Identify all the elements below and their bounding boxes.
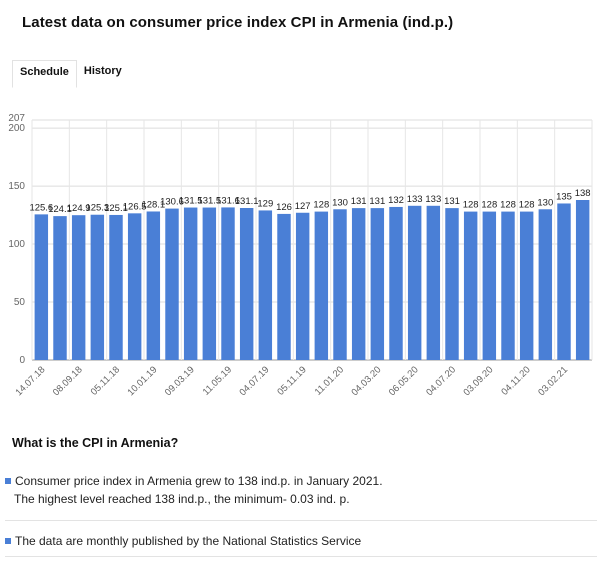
x-tick-label: 05.11.19	[275, 364, 308, 397]
info-text-growth: Consumer price index in Armenia grew to …	[15, 474, 383, 488]
data-label: 125.6	[29, 202, 53, 213]
bar	[519, 211, 534, 360]
bar	[277, 213, 291, 360]
data-label: 131	[351, 196, 367, 207]
x-tick-label: 09.03.19	[163, 364, 197, 398]
data-label: 131.5	[197, 196, 221, 207]
data-label: 131	[444, 196, 460, 207]
bar	[53, 216, 67, 360]
data-label: 126	[276, 202, 292, 213]
bar	[258, 210, 273, 360]
data-label: 124.9	[67, 203, 91, 214]
data-label: 126.5	[123, 201, 147, 212]
bar	[370, 208, 385, 360]
data-label: 130.6	[160, 197, 184, 208]
bar	[501, 211, 515, 360]
x-tick-label: 04.07.19	[238, 364, 272, 398]
bar	[482, 211, 497, 360]
info-item-source: The data are monthly published by the Na…	[5, 533, 361, 550]
data-label: 128	[481, 200, 497, 211]
bar	[407, 205, 422, 360]
bar	[202, 207, 217, 360]
data-label: 128	[500, 200, 516, 211]
bar	[109, 214, 123, 360]
bar	[239, 208, 254, 360]
x-tick-label: 06.05.20	[387, 364, 421, 398]
data-label: 124.1	[48, 204, 72, 215]
bullet-icon	[5, 538, 11, 544]
data-label: 131.5	[179, 196, 203, 207]
bar	[34, 214, 49, 360]
data-label: 133	[425, 194, 441, 205]
page-title: Latest data on consumer price index CPI …	[22, 14, 454, 31]
data-label: 129	[257, 198, 273, 209]
data-label: 125.1	[104, 203, 128, 214]
data-label: 127	[295, 201, 311, 212]
data-label: 131	[369, 196, 385, 207]
data-label: 135	[556, 191, 572, 202]
info-text-source: The data are monthly published by the Na…	[15, 534, 362, 548]
tab-bar: Schedule History	[12, 60, 129, 88]
bar	[146, 211, 161, 360]
x-tick-label: 04.03.20	[350, 364, 384, 398]
data-label: 128	[463, 200, 479, 211]
data-label: 128.1	[141, 199, 165, 210]
y-tick-label: 0	[19, 355, 25, 366]
bar	[389, 206, 403, 360]
tab-schedule[interactable]: Schedule	[12, 60, 77, 88]
bar	[314, 211, 329, 360]
data-label: 131.1	[235, 196, 259, 207]
info-item-growth: Consumer price index in Armenia grew to …	[5, 473, 383, 490]
info-item-range: The highest level reached 138 ind.p., th…	[14, 491, 350, 508]
x-tick-label: 11.05.19	[201, 364, 234, 397]
data-label: 128	[313, 200, 329, 211]
x-tick-label: 08.09.18	[51, 364, 85, 398]
divider	[5, 520, 597, 521]
bar	[165, 208, 179, 360]
data-label: 131.6	[216, 195, 240, 206]
y-tick-label: 200	[8, 123, 25, 134]
y-tick-label: 100	[8, 239, 25, 250]
bar	[538, 209, 553, 360]
tab-history[interactable]: History	[83, 65, 122, 77]
y-tick-label: 207	[8, 113, 25, 124]
data-label: 138	[575, 188, 591, 199]
bar	[90, 214, 105, 360]
info-text-range: The highest level reached 138 ind.p., th…	[14, 492, 350, 506]
bar	[463, 211, 478, 360]
x-tick-label: 11.01.20	[313, 364, 346, 397]
x-tick-label: 04.11.20	[499, 364, 532, 397]
bar	[557, 203, 571, 360]
bar	[295, 212, 310, 360]
data-label: 128	[519, 200, 535, 211]
x-tick-label: 04.07.20	[424, 364, 458, 398]
data-label: 130	[332, 197, 348, 208]
x-tick-label: 03.09.20	[462, 364, 496, 398]
info-heading: What is the CPI in Armenia?	[12, 436, 179, 450]
data-label: 125.3	[85, 203, 109, 214]
bar	[183, 207, 198, 360]
bar	[221, 207, 235, 360]
data-label: 133	[407, 194, 423, 205]
bar	[71, 215, 86, 360]
y-tick-label: 150	[8, 181, 25, 192]
x-tick-label: 03.02.21	[536, 364, 570, 398]
x-tick-label: 14.07.18	[14, 364, 48, 398]
data-label: 130	[537, 197, 553, 208]
divider	[5, 556, 597, 557]
bar	[575, 200, 590, 360]
y-tick-label: 50	[14, 297, 26, 308]
x-tick-label: 05.11.18	[89, 364, 122, 397]
bar	[333, 209, 347, 360]
bar	[351, 208, 366, 360]
x-tick-label: 10.01.19	[126, 364, 160, 398]
bar	[445, 208, 459, 360]
bullet-icon	[5, 478, 11, 484]
cpi-chart: 0 50 100 150 200 207 125.6 124.1 124.9 125.3 125.1…	[0, 112, 602, 412]
bar	[127, 213, 142, 360]
bar	[426, 205, 441, 360]
data-label: 132	[388, 195, 404, 206]
